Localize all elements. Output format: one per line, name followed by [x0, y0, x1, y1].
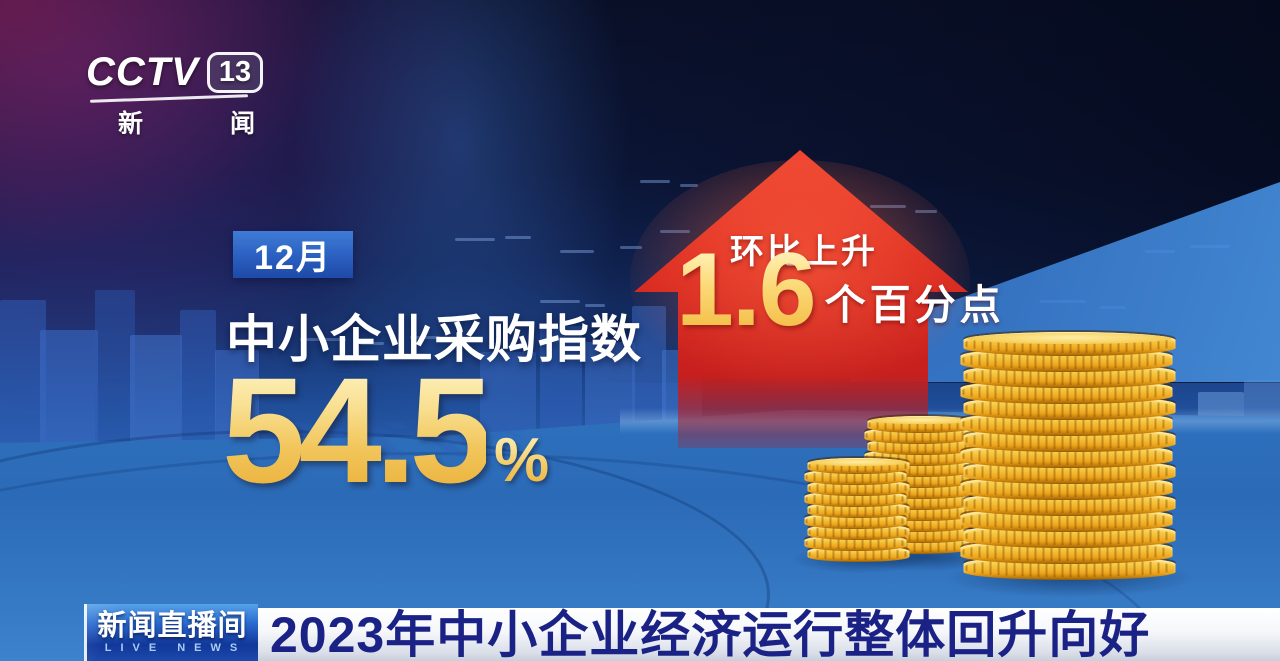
change-unit: 个百分点 — [824, 282, 1005, 329]
gold-coin — [807, 458, 910, 474]
headline-text: 2023年中小企业经济运行整体回升向好 — [270, 606, 1151, 661]
index-value: 54.5 — [222, 346, 493, 514]
change-value: 1.6 — [676, 232, 817, 348]
coin-stack-large — [960, 332, 1176, 580]
channel-logo: CCTV 13 新 闻 — [86, 50, 295, 140]
channel-subtitle: 新 闻 — [118, 110, 295, 138]
gold-coin — [963, 332, 1176, 356]
index-value-row: 54.5 % — [222, 346, 550, 514]
change-row: 1.6 个百分点 — [676, 232, 1005, 348]
news-banner: 新闻直播间 LIVE NEWS 2023年中小企业经济运行整体回升向好 — [84, 604, 1280, 661]
channel-wordmark: CCTV — [86, 50, 199, 94]
headline-strip: 2023年中小企业经济运行整体回升向好 — [258, 608, 1280, 661]
program-name: 新闻直播间 — [97, 609, 248, 642]
index-title: 中小企业采购指数 — [226, 311, 643, 368]
logo-underline — [89, 94, 249, 103]
index-unit: % — [493, 426, 550, 495]
gold-coin — [867, 416, 976, 433]
change-label: 环比上升 — [688, 224, 920, 273]
program-label: 新闻直播间 LIVE NEWS — [84, 604, 258, 661]
coin-stack-small — [804, 458, 910, 562]
period-badge: 12月 — [233, 231, 353, 278]
channel-number-badge: 13 — [206, 52, 264, 93]
program-subtitle: LIVE NEWS — [104, 642, 247, 655]
